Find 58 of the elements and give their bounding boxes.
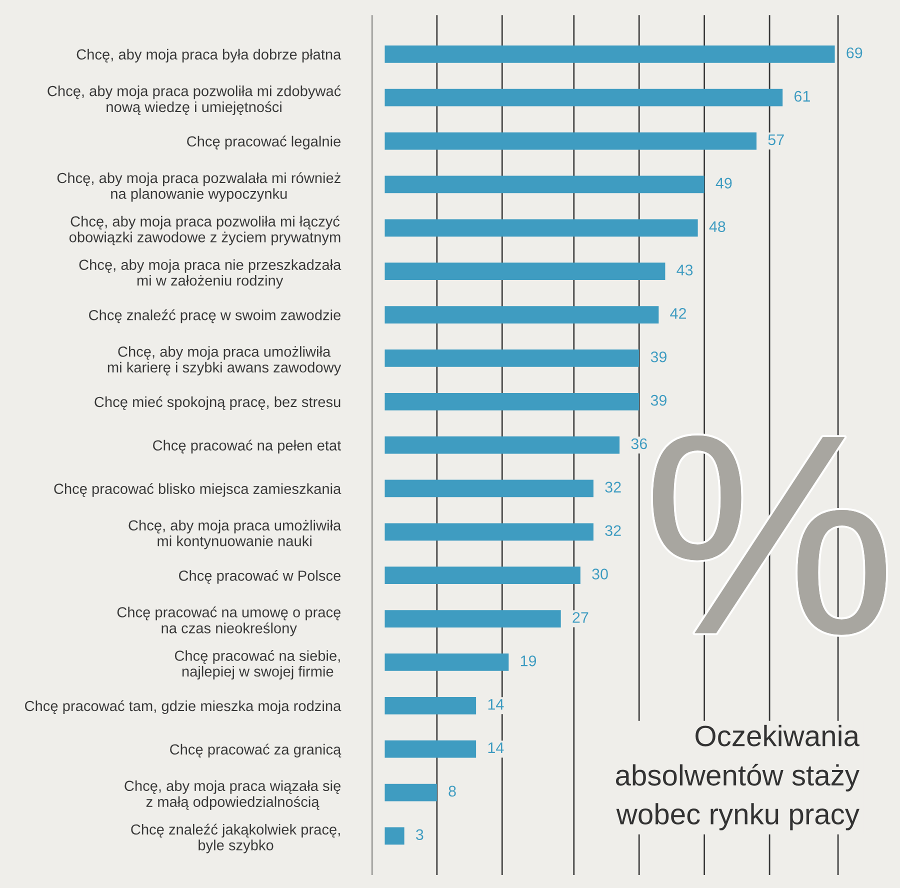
data-label: 14 (488, 742, 504, 754)
bar (384, 88, 783, 106)
y-tick-label: Chcę pracować legalnie (187, 136, 341, 150)
data-label: 49 (716, 178, 732, 189)
y-tick-label: Chcę pracować blisko miejsca zamieszkania (54, 483, 342, 497)
y-tick-label: Chcę mieć spokojną pracę, bez stresu (94, 396, 340, 410)
data-label: 42 (670, 308, 686, 319)
y-tick-label: Chcę, aby moja praca umożliwiła mi kontynuowanie nauki (128, 520, 342, 550)
y-tick-label: Chcę, aby moja praca była dobrze płatna (76, 48, 342, 63)
y-tick-label: Chcę pracować na umowę o pracę na czas nieokreślony (117, 606, 341, 636)
y-tick-label: Chcę znaleźć pracę w swoim zawodzie (89, 309, 341, 324)
data-label: 30 (592, 568, 608, 580)
bar (384, 654, 509, 671)
y-tick-label: Chcę pracować na siebie, najlepiej w swojej firmie (174, 650, 340, 680)
bar (384, 480, 594, 498)
y-tick-label: Chcę, aby moja praca nie przeszkadzała mi w założeniu rodziny (79, 259, 342, 289)
data-label: 43 (676, 264, 693, 276)
data-label: 36 (631, 438, 647, 450)
bar (384, 523, 594, 541)
y-tick-label: Chcę znaleźć jakąkolwiek pracę, byle szybko (131, 824, 340, 854)
data-label: 14 (488, 699, 504, 710)
data-label: 8 (448, 786, 456, 797)
data-label: 39 (650, 394, 666, 406)
bar (384, 610, 561, 628)
data-label: 39 (650, 351, 666, 362)
data-label: 57 (768, 134, 784, 146)
bar (384, 350, 640, 367)
y-tick-label: Chcę, aby moja praca umożliwiła mi karierę i szybki awans zawodowy (108, 346, 342, 376)
text: Oczekiwania absolwentów staży wobec rynku pracy (616, 724, 860, 830)
bar (384, 176, 704, 194)
bar (384, 219, 698, 237)
y-tick-label: Chcę, aby moja praca pozwalała mi również na planowanie wypoczynku (57, 172, 340, 202)
data-label: 19 (520, 656, 536, 666)
data-label: 69 (846, 47, 862, 58)
bar (384, 132, 757, 150)
data-label: 48 (709, 221, 726, 232)
data-label: 3 (416, 829, 424, 840)
y-tick-label: Chcę pracować w Polsce (178, 570, 341, 584)
data-label: 27 (572, 612, 588, 623)
bar (384, 740, 476, 758)
bar (384, 436, 620, 454)
bar (384, 784, 437, 802)
data-label: 32 (605, 482, 621, 493)
bar (384, 566, 580, 584)
y-tick-label: Chcę, aby moja praca wiązała się z małą odpowiedzialnością (124, 780, 341, 810)
y-tick-label: Chcę pracować tam, gdzie mieszka moja rodzina (24, 700, 342, 714)
bar (384, 262, 666, 280)
y-tick-label: Chcę pracować za granicą (170, 744, 342, 758)
data-label: 32 (605, 525, 621, 536)
bar (384, 392, 640, 410)
y-tick-label: Chcę pracować na pełen etat (153, 440, 342, 454)
data-label: 61 (794, 90, 810, 102)
bar (384, 46, 835, 63)
y-tick-label: Chcę, aby moja praca pozwoliła mi łączyć obowiązki zawodowe z życiem prywatnym (69, 216, 340, 246)
bar (384, 306, 659, 324)
bar (384, 827, 404, 845)
bar (384, 696, 476, 714)
y-tick-label: Chcę, aby moja praca pozwoliła mi zdobywać nową wiedzę i umiejętności (48, 85, 341, 116)
